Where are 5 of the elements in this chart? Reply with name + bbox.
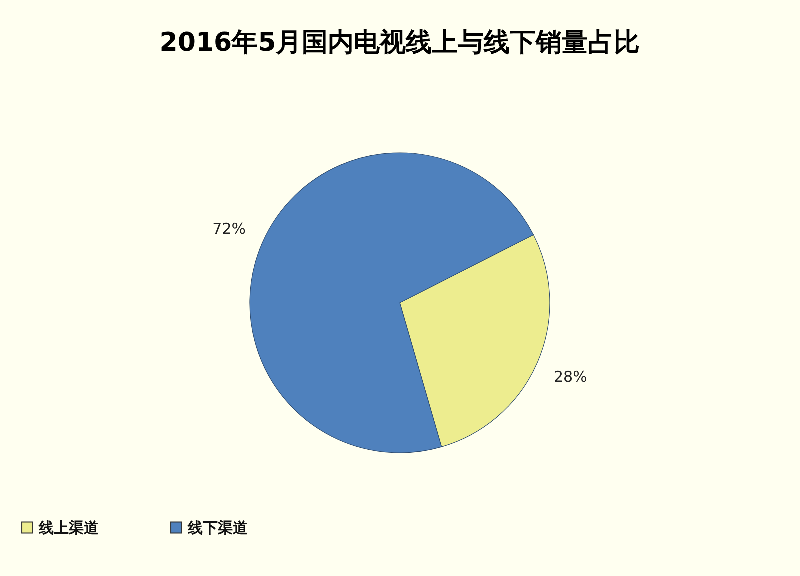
legend-label: 线上渠道 (38, 518, 100, 537)
data-label: 72% (212, 220, 246, 238)
chart-title: 2016年5月国内电视线上与线下销量占比 (160, 28, 640, 58)
legend-label: 线下渠道 (187, 518, 249, 537)
data-label: 28% (554, 368, 588, 386)
